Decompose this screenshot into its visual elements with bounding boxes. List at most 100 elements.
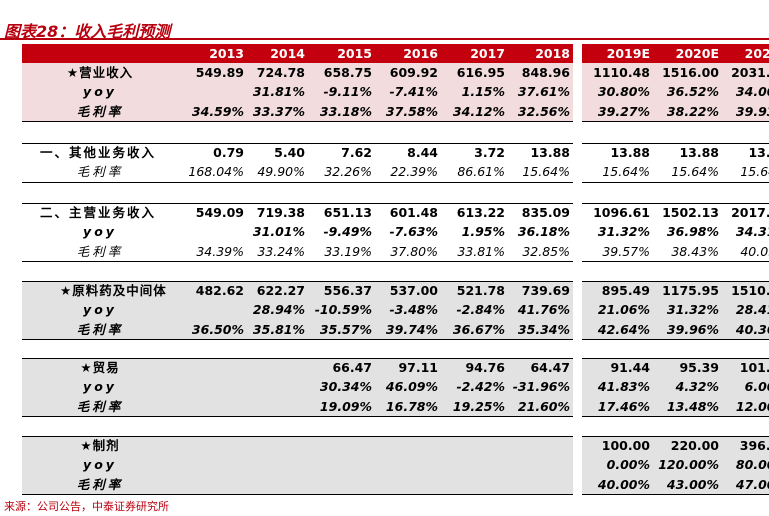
forecast-cell: 15.64% bbox=[602, 164, 650, 180]
forecast-cell: 91.44 bbox=[610, 360, 650, 375]
forecast-cell: 31.32% bbox=[666, 302, 719, 318]
source-note: 来源：公司公告，中泰证券研究所 bbox=[4, 500, 169, 513]
forecast-cell: 1110.48 bbox=[593, 65, 650, 80]
table-cell: 35.57% bbox=[319, 321, 372, 337]
table-cell: 7.62 bbox=[341, 145, 372, 160]
table-cell: 66.47 bbox=[332, 360, 372, 375]
row-label: yoy bbox=[83, 379, 117, 395]
table-cell: 94.76 bbox=[465, 360, 505, 375]
table-cell: 549.89 bbox=[195, 65, 244, 80]
forecast-cell: 38.22% bbox=[666, 103, 719, 119]
section-rule bbox=[22, 281, 573, 282]
header-year: 2013 bbox=[209, 46, 244, 61]
forecast-cell: 895.49 bbox=[601, 283, 650, 298]
table-cell: 8.44 bbox=[407, 145, 438, 160]
section-rule bbox=[22, 143, 573, 144]
table-cell: 97.11 bbox=[398, 360, 438, 375]
header-year: 2018 bbox=[535, 46, 570, 61]
table-cell: 37.58% bbox=[385, 103, 438, 119]
table-cell: -9.49% bbox=[323, 224, 372, 240]
forecast-cell: 38.43% bbox=[671, 243, 719, 259]
forecast-cell: 15.64% bbox=[671, 164, 719, 180]
row-label: 毛利率 bbox=[76, 398, 124, 414]
row-label: 一、其他业务收入 bbox=[40, 145, 157, 160]
forecast-cell: 39.93% bbox=[735, 103, 769, 119]
table-cell: 35.34% bbox=[517, 321, 570, 337]
forecast-cell: 47.00% bbox=[735, 476, 769, 492]
forecast-cell: 120.00% bbox=[658, 457, 719, 473]
table-cell: 521.78 bbox=[456, 283, 505, 298]
header-year: 2016 bbox=[403, 46, 438, 61]
table-cell: 46.09% bbox=[385, 379, 438, 395]
forecast-cell: 101.10 bbox=[739, 360, 769, 375]
forecast-cell: 43.00% bbox=[666, 476, 719, 492]
forecast-cell: 34.31% bbox=[735, 224, 769, 240]
table-cell bbox=[298, 475, 372, 494]
table-cell bbox=[364, 455, 438, 474]
section-bg bbox=[22, 436, 573, 495]
header-forecast-year: 2020E bbox=[675, 46, 719, 61]
section-rule-forecast bbox=[582, 181, 769, 183]
forecast-cell: 4.32% bbox=[675, 379, 719, 395]
table-cell: 658.75 bbox=[323, 65, 372, 80]
forecast-cell: 1502.13 bbox=[662, 205, 719, 220]
forecast-cell: 30.80% bbox=[597, 84, 650, 100]
forecast-cell: 2017.52 bbox=[731, 205, 769, 220]
forecast-cell: 40.00% bbox=[597, 476, 650, 492]
section-rule-forecast bbox=[582, 358, 769, 359]
table-cell: 168.04% bbox=[188, 164, 244, 180]
row-label: ★制剂 bbox=[80, 438, 120, 453]
table-cell: 19.09% bbox=[319, 398, 372, 414]
header-bar-historic bbox=[22, 44, 573, 63]
table-cell: 22.39% bbox=[390, 164, 438, 180]
row-label: 毛利率 bbox=[76, 103, 124, 119]
table-cell: 0.79 bbox=[213, 145, 244, 160]
chart-title: 图表28：收入毛利预测 bbox=[4, 22, 171, 41]
table-cell: 622.27 bbox=[256, 283, 305, 298]
row-label: 毛利率 bbox=[76, 476, 124, 492]
section-rule-forecast bbox=[582, 121, 769, 123]
table-cell: 835.09 bbox=[521, 205, 570, 220]
table-cell: 1.15% bbox=[461, 84, 505, 100]
table-cell: -2.84% bbox=[456, 302, 505, 318]
forecast-cell: 13.88 bbox=[748, 145, 769, 160]
section-rule bbox=[22, 339, 573, 341]
table-cell bbox=[298, 455, 372, 474]
table-cell: 34.12% bbox=[452, 103, 505, 119]
forecast-cell: 0.00% bbox=[606, 457, 650, 473]
forecast-cell: 1175.95 bbox=[662, 283, 719, 298]
forecast-cell: 15.64% bbox=[740, 164, 769, 180]
table-cell: 556.37 bbox=[323, 283, 372, 298]
table-cell: 616.95 bbox=[456, 65, 505, 80]
forecast-cell: 31.32% bbox=[597, 224, 650, 240]
section-rule-forecast bbox=[582, 339, 769, 341]
table-cell: 13.88 bbox=[530, 145, 570, 160]
forecast-cell: 34.00% bbox=[735, 84, 769, 100]
table-cell bbox=[431, 436, 505, 455]
table-cell bbox=[231, 475, 305, 494]
forecast-cell: 41.83% bbox=[597, 379, 650, 395]
table-cell: 28.94% bbox=[252, 302, 305, 318]
forecast-cell: 80.00% bbox=[735, 457, 769, 473]
table-cell: -9.11% bbox=[323, 84, 372, 100]
forecast-cell: 13.48% bbox=[666, 398, 719, 414]
table-cell: 36.50% bbox=[191, 321, 244, 337]
forecast-cell: 1516.00 bbox=[662, 65, 719, 80]
table-cell: 41.76% bbox=[517, 302, 570, 318]
table-cell: 32.56% bbox=[517, 103, 570, 119]
forecast-cell: 17.46% bbox=[597, 398, 650, 414]
table-cell: 33.19% bbox=[324, 243, 372, 259]
forecast-cell: 13.88 bbox=[610, 145, 650, 160]
forecast-cell: 36.98% bbox=[666, 224, 719, 240]
section-bg-forecast bbox=[582, 436, 769, 495]
table-cell: 33.37% bbox=[252, 103, 305, 119]
table-cell bbox=[496, 455, 570, 474]
section-rule bbox=[22, 203, 573, 204]
table-cell bbox=[496, 475, 570, 494]
section-rule-forecast bbox=[582, 494, 769, 496]
section-rule bbox=[22, 494, 573, 496]
section-rule-forecast bbox=[582, 281, 769, 282]
table-cell bbox=[431, 475, 505, 494]
table-cell: 33.81% bbox=[457, 243, 505, 259]
row-label: 毛利率 bbox=[76, 164, 124, 180]
